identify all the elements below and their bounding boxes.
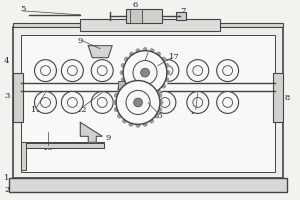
- Text: 4: 4: [4, 57, 9, 65]
- Circle shape: [141, 68, 149, 77]
- Text: 5: 5: [20, 5, 25, 13]
- Circle shape: [217, 92, 238, 113]
- Circle shape: [149, 118, 154, 123]
- Text: 2: 2: [4, 186, 9, 194]
- Bar: [118, 92, 126, 100]
- Circle shape: [136, 48, 140, 53]
- Circle shape: [61, 60, 83, 82]
- Circle shape: [136, 123, 140, 128]
- Bar: [126, 9, 162, 23]
- Circle shape: [154, 113, 159, 118]
- Circle shape: [129, 52, 134, 57]
- Circle shape: [187, 60, 209, 82]
- Circle shape: [124, 57, 129, 62]
- Circle shape: [217, 60, 238, 82]
- Text: 3: 3: [4, 92, 9, 100]
- Circle shape: [122, 118, 127, 123]
- Circle shape: [161, 57, 166, 62]
- Circle shape: [154, 92, 176, 113]
- Text: 17: 17: [169, 53, 179, 61]
- Circle shape: [150, 92, 154, 97]
- Circle shape: [116, 81, 160, 124]
- Circle shape: [117, 87, 122, 91]
- Bar: [118, 81, 126, 89]
- Circle shape: [187, 92, 209, 113]
- Circle shape: [165, 70, 170, 75]
- Circle shape: [164, 77, 169, 82]
- Circle shape: [128, 78, 134, 83]
- Circle shape: [142, 47, 148, 52]
- Text: 7: 7: [180, 7, 185, 15]
- Bar: [13, 27, 284, 178]
- Circle shape: [157, 93, 162, 98]
- Text: 18: 18: [190, 108, 201, 116]
- Circle shape: [156, 89, 161, 94]
- Text: 1: 1: [4, 174, 9, 182]
- Bar: [21, 143, 104, 148]
- Text: 11: 11: [31, 106, 42, 114]
- Bar: [13, 73, 22, 122]
- Circle shape: [61, 92, 83, 113]
- Circle shape: [149, 81, 154, 86]
- Circle shape: [128, 122, 134, 127]
- Bar: [80, 19, 220, 31]
- Circle shape: [142, 78, 148, 83]
- Polygon shape: [80, 122, 102, 142]
- Circle shape: [123, 51, 167, 94]
- Circle shape: [121, 77, 126, 82]
- Bar: [176, 12, 186, 20]
- Circle shape: [120, 70, 124, 75]
- Text: 9: 9: [106, 134, 111, 142]
- Text: 6: 6: [132, 1, 138, 9]
- Circle shape: [120, 48, 170, 97]
- Circle shape: [164, 63, 169, 68]
- Circle shape: [129, 89, 134, 94]
- Circle shape: [157, 107, 162, 112]
- Circle shape: [121, 63, 126, 68]
- Circle shape: [134, 98, 142, 107]
- Text: 10: 10: [43, 144, 54, 152]
- Text: 8: 8: [285, 94, 290, 102]
- Circle shape: [154, 87, 159, 91]
- Circle shape: [34, 92, 56, 113]
- Polygon shape: [88, 46, 112, 58]
- Circle shape: [142, 93, 148, 98]
- Bar: [21, 142, 26, 170]
- Circle shape: [122, 81, 127, 86]
- Circle shape: [161, 84, 166, 89]
- Circle shape: [114, 107, 119, 112]
- Bar: [130, 9, 142, 23]
- Text: 9: 9: [78, 37, 83, 45]
- Circle shape: [158, 100, 164, 105]
- Circle shape: [91, 92, 113, 113]
- Circle shape: [34, 60, 56, 82]
- Circle shape: [114, 93, 119, 98]
- Bar: [21, 35, 275, 172]
- Text: 12: 12: [77, 106, 88, 114]
- Circle shape: [136, 77, 140, 82]
- Circle shape: [142, 122, 148, 127]
- Text: 16: 16: [143, 47, 153, 55]
- Text: 15: 15: [153, 112, 163, 120]
- Circle shape: [150, 48, 154, 53]
- Circle shape: [113, 100, 118, 105]
- Circle shape: [124, 84, 129, 89]
- Circle shape: [156, 52, 161, 57]
- Bar: [273, 73, 284, 122]
- Circle shape: [157, 60, 179, 82]
- Circle shape: [91, 60, 113, 82]
- Bar: [9, 178, 287, 192]
- Bar: [13, 23, 284, 27]
- Circle shape: [117, 113, 122, 118]
- Circle shape: [136, 92, 140, 97]
